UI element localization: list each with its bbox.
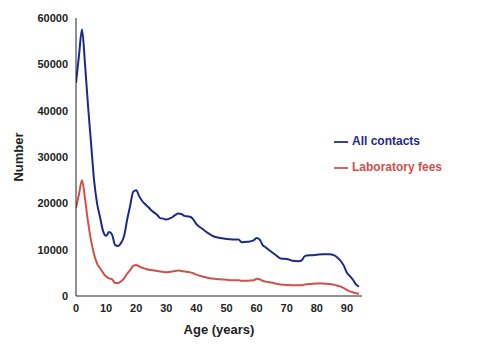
- svg-text:80: 80: [311, 302, 323, 314]
- html-text:All contacts: All contacts: [352, 134, 420, 148]
- svg-text:90: 90: [341, 302, 353, 314]
- svg-text:20000: 20000: [37, 197, 68, 209]
- html-text:Laboratory fees: Laboratory fees: [352, 160, 442, 174]
- svg-text:10000: 10000: [37, 244, 68, 256]
- svg-text:50000: 50000: [37, 58, 68, 70]
- svg-text:40: 40: [190, 302, 202, 314]
- svg-text:0: 0: [62, 290, 68, 302]
- svg-text:40000: 40000: [37, 105, 68, 117]
- svg-text:50: 50: [220, 302, 232, 314]
- svg-text:60: 60: [250, 302, 262, 314]
- svg-text:Age (years): Age (years): [184, 322, 255, 337]
- svg-text:10: 10: [100, 302, 112, 314]
- svg-text:Number: Number: [11, 132, 26, 181]
- svg-text:0: 0: [73, 302, 79, 314]
- svg-text:60000: 60000: [37, 12, 68, 24]
- svg-text:30: 30: [160, 302, 172, 314]
- svg-text:70: 70: [281, 302, 293, 314]
- svg-text:20: 20: [130, 302, 142, 314]
- svg-text:30000: 30000: [37, 151, 68, 163]
